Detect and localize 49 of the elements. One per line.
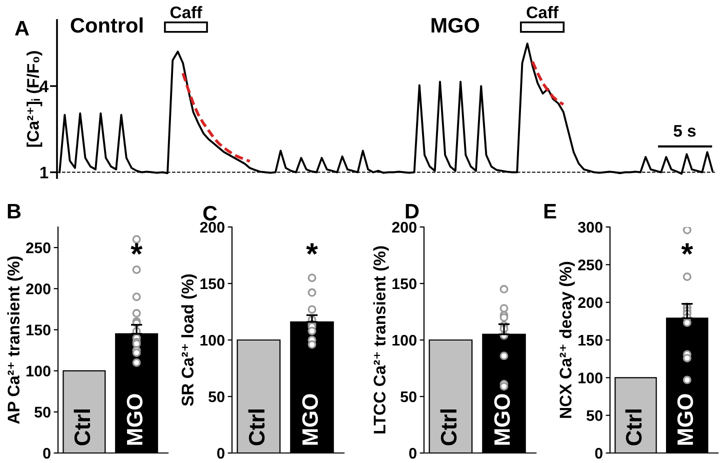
text: A: [14, 21, 29, 36]
y-tick-label: 150: [200, 278, 224, 290]
y-tick-label: 50: [34, 406, 50, 418]
x-tick-label: MGO: [494, 394, 510, 445]
y-tick-label: 50: [400, 391, 416, 402]
y-tick-label: 0: [409, 448, 416, 459]
y-tick-label: 250: [578, 260, 602, 270]
annotation: *: [130, 243, 142, 255]
y-tick-label: 100: [26, 366, 50, 377]
y-tick-label: 0: [43, 448, 50, 459]
y-tick-label: 150: [578, 334, 602, 346]
y-tick-label: 100: [392, 334, 416, 346]
text: Caff: [170, 6, 202, 18]
y-tick-label: 200: [578, 297, 602, 308]
y-tick-label: 200: [200, 222, 224, 233]
y-tick-label: 150: [26, 324, 50, 336]
x-tick-label: Ctrl: [625, 410, 642, 446]
annotation: 5 s: [674, 125, 696, 137]
x-tick-label: Ctrl: [440, 410, 457, 446]
y-tick-label: 200: [26, 284, 50, 294]
y-tick-label: 50: [208, 391, 224, 402]
x-tick-label: MGO: [126, 394, 143, 445]
text: C: [203, 206, 217, 221]
y-tick-label: 200: [392, 222, 416, 233]
annotation: *: [681, 243, 694, 255]
x-tick-label: MGO: [677, 394, 694, 445]
text: D: [406, 204, 419, 218]
x-tick-label: MGO: [302, 394, 318, 445]
y-tick-label: 100: [200, 334, 224, 346]
x-tick-label: Ctrl: [74, 410, 90, 446]
y-tick-label: 0: [217, 448, 224, 459]
y-axis-title: SR Ca²⁺ load (%): [181, 274, 197, 406]
y-tick-label: 100: [578, 372, 602, 384]
y-tick-label: 300: [578, 222, 602, 233]
y-axis-title: NCX Ca²⁺ decay (%): [559, 262, 575, 418]
text: E: [544, 204, 556, 218]
y-tick-label: 150: [392, 278, 416, 290]
y-tick-label: 1: [40, 166, 48, 178]
annotation: Control: [70, 17, 143, 33]
text: Caff: [526, 6, 559, 18]
y-axis-title: LTCC Ca²⁺ transient (%): [373, 246, 389, 434]
text: B: [8, 204, 21, 218]
y-tick-label: 50: [586, 410, 602, 422]
x-tick-label: Ctrl: [248, 410, 265, 446]
y-tick-label: 0: [595, 448, 602, 459]
y-tick-label: 250: [26, 242, 50, 254]
y-axis-title: AP Ca²⁺ transient (%): [7, 256, 23, 424]
annotation: *: [306, 243, 318, 255]
annotation: MGO: [432, 18, 480, 33]
